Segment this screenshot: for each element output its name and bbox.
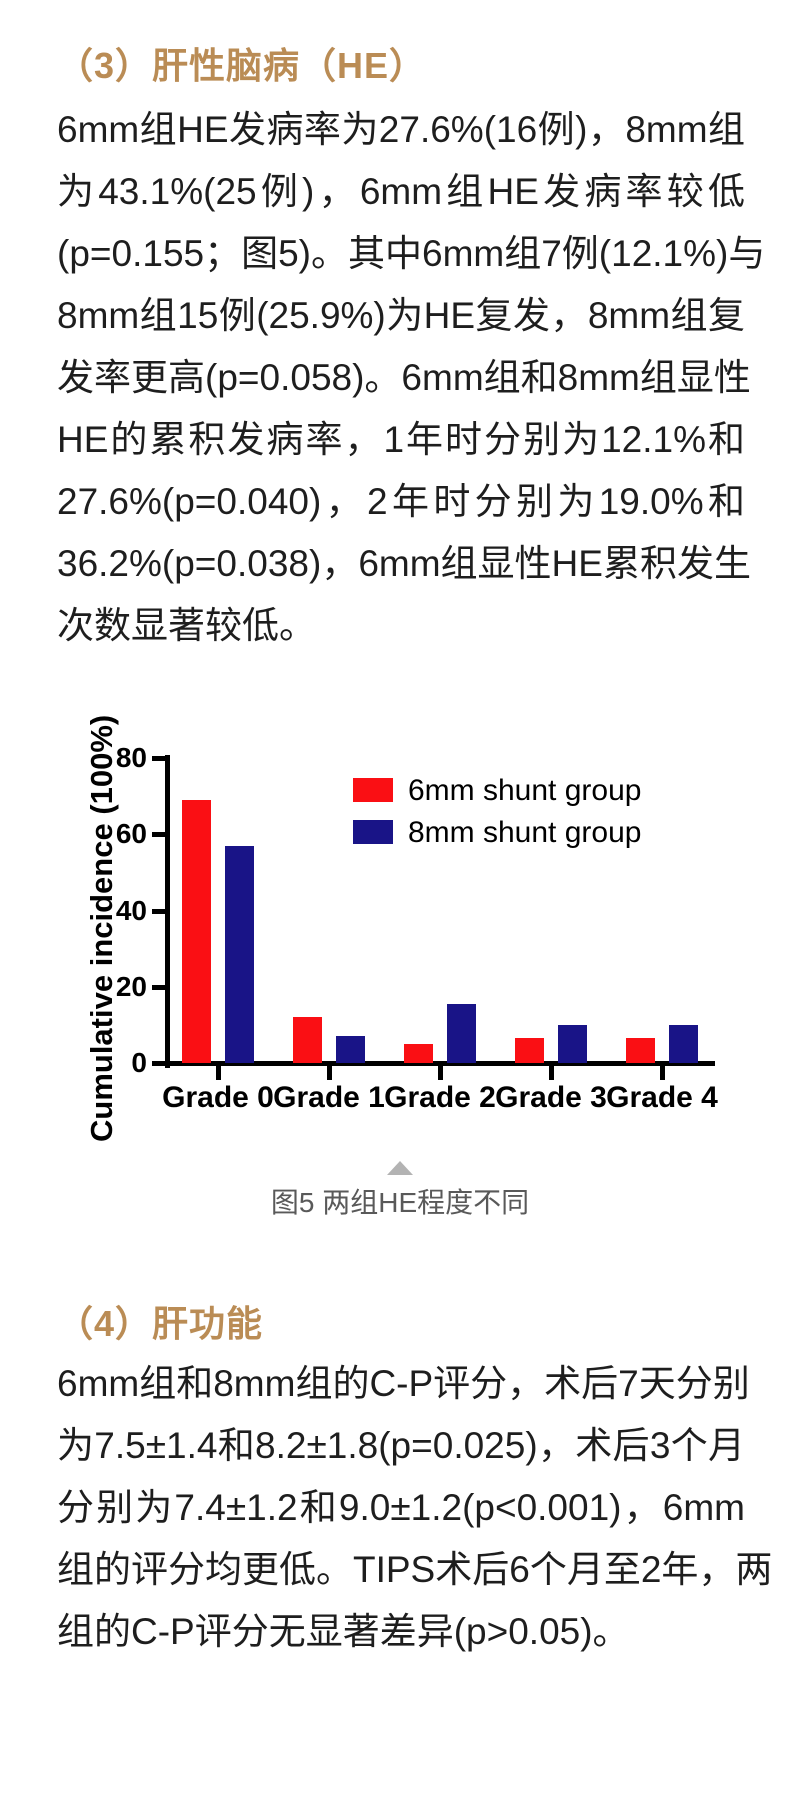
paragraph-line: 6mm组HE发病率为27.6%(16例)，8mm组 [57,109,745,150]
paragraph-line: 6mm组和8mm组的C-P评分，术后7天分别 [57,1363,750,1404]
x-tick [327,1066,332,1080]
legend-swatch-6mm [353,778,393,802]
x-tick [438,1066,443,1080]
paragraph-line: 组的评分均更低。TIPS术后6个月至2年，两 [57,1549,773,1590]
legend-swatch-8mm [353,820,393,844]
x-category-label: Grade 2 [384,1081,496,1114]
x-category-label: Grade 1 [273,1081,385,1114]
bar-8mm-grade1 [336,1036,365,1063]
bar-6mm-grade4 [626,1038,655,1063]
y-tick [152,984,165,990]
bar-8mm-grade4 [669,1024,698,1063]
paragraph-line: HE的累积发病率，1年时分别为12.1%和 [57,419,745,460]
bar-8mm-grade3 [558,1024,587,1063]
bar-8mm-grade2 [447,1003,476,1063]
x-category-label: Grade 0 [162,1081,274,1114]
y-axis-title: Cumulative incidence (100%) [84,714,119,1142]
paragraph-line: 36.2%(p=0.038)，6mm组显性HE累积发生 [57,543,751,584]
bar-8mm-grade0 [225,845,254,1063]
y-tick-label: 80 [115,742,147,773]
bar-6mm-grade2 [404,1043,433,1063]
paragraph-he: 6mm组HE发病率为27.6%(16例)，8mm组 为43.1%(25例)，6mm… [57,99,766,657]
y-tick [152,756,165,761]
y-tick [152,1061,165,1066]
bar-chart-figure: Cumulative incidence (100%) 0 20 40 60 80 Gra… [0,650,800,1142]
paragraph-line: 组的C-P评分无显著差异(p>0.05)。 [57,1611,630,1652]
paragraph-line: (p=0.155；图5)。其中6mm组7例(12.1%)与 [57,233,766,274]
caption-arrow-icon [387,1161,413,1175]
x-axis [165,1061,715,1066]
y-tick-label: 0 [131,1047,147,1078]
y-tick-label: 20 [115,970,147,1002]
x-tick [216,1066,221,1080]
legend-label-6mm: 6mm shunt group [408,774,642,807]
x-category-label: Grade 3 [495,1081,607,1114]
bar-6mm-grade3 [515,1038,544,1063]
paragraph-line: 27.6%(p=0.040)，2年时分别为19.0%和 [57,481,745,522]
paragraph-line: 为43.1%(25例)，6mm组HE发病率较低 [57,171,745,212]
x-tick [549,1066,554,1080]
legend-label-8mm: 8mm shunt group [408,816,642,849]
paragraph-liver: 6mm组和8mm组的C-P评分，术后7天分别 为7.5±1.4和8.2±1.8(p… [57,1353,773,1663]
y-tick [152,832,165,838]
x-tick [660,1066,665,1080]
paragraph-line: 分别为7.4±1.2和9.0±1.2(p<0.001)，6mm [57,1487,745,1528]
figure-caption: 图5 两组HE程度不同 [270,1187,530,1218]
section-heading-liver: （4）肝功能 [57,1303,264,1344]
section-heading-he: （3）肝性脑病（HE） [57,45,427,86]
paragraph-line: 次数显著较低。 [57,605,316,646]
y-tick [152,908,165,914]
paragraph-line: 发率更高(p=0.058)。6mm组和8mm组显性 [57,357,751,398]
paragraph-line: 为7.5±1.4和8.2±1.8(p=0.025)，术后3个月 [57,1425,745,1466]
y-tick-label: 60 [115,818,147,850]
paragraph-line: 8mm组15例(25.9%)为HE复发，8mm组复 [57,295,745,336]
x-category-label: Grade 4 [606,1081,718,1114]
y-tick-label: 40 [115,894,147,926]
y-axis [165,755,170,1068]
bar-6mm-grade1 [293,1017,322,1063]
bar-6mm-grade0 [182,799,211,1063]
